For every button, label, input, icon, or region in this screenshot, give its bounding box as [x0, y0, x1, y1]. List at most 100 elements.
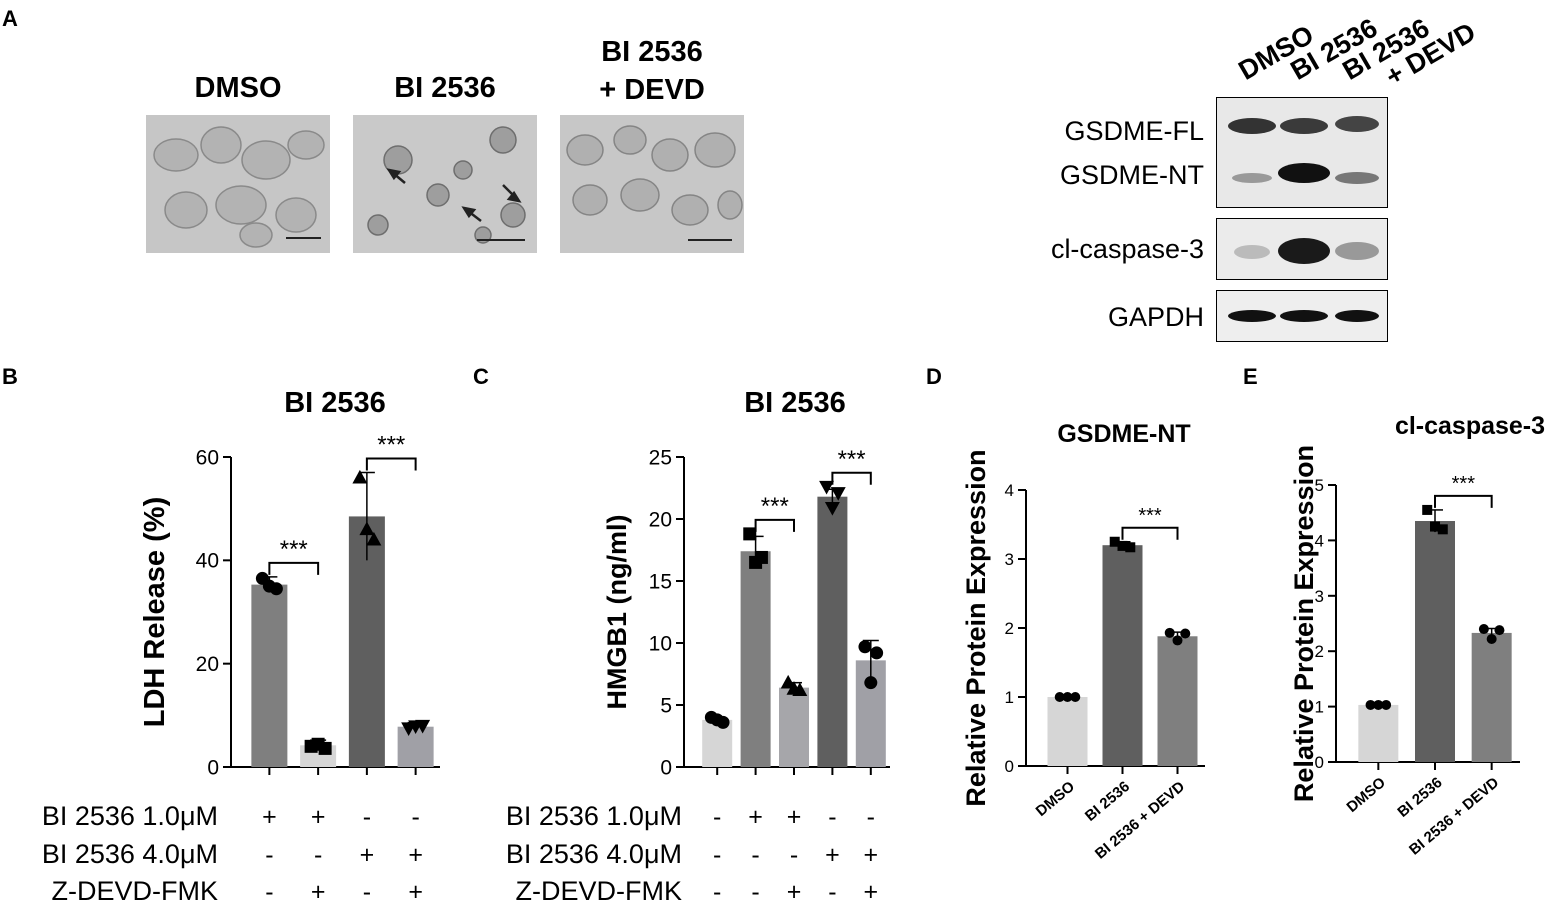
condition-sign-1-2: -	[790, 841, 798, 869]
y-tick-label: 4	[1315, 531, 1324, 550]
data-point-4-0	[858, 640, 872, 654]
panel-letter-a: A	[2, 6, 18, 31]
data-point-0-2	[1373, 699, 1384, 710]
data-point-1-0	[743, 527, 757, 541]
condition-sign-2-0: -	[713, 878, 721, 902]
y-axis-label: Relative Protein Expression	[961, 449, 991, 806]
data-point-2-0	[352, 469, 368, 484]
micrograph-title-devd-line1: BI 2536	[601, 36, 703, 68]
blot-row-gapdh: GAPDH	[1107, 302, 1204, 332]
micrograph-title-dmso: DMSO	[194, 72, 282, 104]
data-point-1-2	[749, 555, 763, 569]
y-tick-label: 2	[1315, 642, 1324, 661]
data-point-0-2	[1062, 692, 1073, 702]
y-tick-label: 1	[1315, 698, 1324, 717]
y-tick-label: 0	[1315, 753, 1324, 772]
data-point-1-1	[1125, 542, 1136, 553]
y-tick-label: 40	[196, 550, 219, 573]
bar-3	[817, 496, 848, 767]
y-tick-label: 20	[196, 653, 219, 676]
condition-sign-0-2: -	[363, 803, 371, 831]
data-point-2-0	[1164, 627, 1175, 638]
significance-label-1: ***	[377, 432, 405, 459]
significance-bracket-0	[754, 518, 795, 532]
micrograph-title-bi2536: BI 2536	[394, 72, 496, 104]
significance-bracket-0	[1434, 494, 1493, 508]
condition-sign-0-2: +	[787, 803, 802, 831]
chart-title: BI 2536	[744, 387, 846, 419]
significance-label-0: ***	[1138, 505, 1162, 527]
y-tick-label: 20	[649, 508, 672, 531]
panel-letter-b: B	[2, 364, 18, 389]
significance-bracket-1	[831, 471, 872, 485]
bar-2	[1471, 632, 1512, 762]
data-point-4-2	[864, 676, 878, 690]
condition-sign-0-3: -	[411, 803, 419, 831]
condition-sign-2-1: +	[311, 878, 326, 902]
condition-sign-1-1: -	[751, 841, 759, 869]
condition-sign-1-4: +	[863, 841, 878, 869]
y-tick-label: 1	[1005, 688, 1014, 707]
x-tick-label-0: DMSO	[1344, 774, 1390, 816]
condition-sign-1-3: +	[825, 841, 840, 869]
y-tick-label: 3	[1315, 587, 1324, 606]
blot-row-cl-caspase3: cl-caspase-3	[1050, 234, 1204, 264]
significance-bracket-1	[365, 457, 417, 471]
condition-sign-2-2: -	[363, 878, 371, 902]
blot-cl-caspase3	[1216, 218, 1388, 280]
data-point-2-2	[1486, 634, 1497, 645]
data-point-1-2	[1430, 521, 1440, 532]
data-point-2-1	[366, 531, 382, 546]
data-point-0-2	[262, 579, 276, 593]
data-point-0-0	[1054, 692, 1065, 702]
y-tick-label: 5	[660, 694, 672, 717]
data-point-2-0	[1478, 624, 1489, 635]
chart-cl-caspase3: cl-caspase-3 Relative Protein Expression0…	[1289, 412, 1545, 859]
condition-sign-0-4: -	[867, 803, 875, 831]
y-tick-label: 0	[1005, 757, 1014, 776]
bar-0	[1358, 704, 1399, 762]
data-point-2-2	[359, 521, 375, 536]
data-point-3-2	[408, 720, 424, 734]
condition-sign-2-2: +	[787, 878, 802, 902]
data-point-1-2	[1117, 540, 1128, 551]
data-point-2-2	[1172, 635, 1183, 646]
significance-label-1: ***	[838, 446, 866, 473]
data-point-1-0	[1109, 536, 1120, 547]
condition-label-2: Z-DEVD-FMK	[516, 876, 682, 902]
condition-sign-2-3: +	[408, 878, 423, 902]
chart-title: cl-caspase-3	[1395, 412, 1545, 440]
panel-letter-d: D	[926, 364, 942, 389]
data-point-2-2	[786, 681, 802, 695]
data-point-0-0	[1365, 699, 1376, 710]
significance-label-0: ***	[280, 536, 308, 563]
bar-0	[251, 584, 288, 767]
condition-sign-2-1: -	[751, 878, 759, 902]
y-tick-label: 0	[660, 756, 672, 779]
blot-gsdme	[1216, 97, 1388, 208]
data-point-0-2	[710, 713, 724, 727]
data-point-2-1	[1180, 628, 1191, 639]
y-axis-label: LDH Release (%)	[139, 497, 171, 727]
y-tick-label: 0	[207, 756, 219, 779]
condition-sign-2-4: +	[863, 878, 878, 902]
x-tick-label-1: BI 2536	[1082, 778, 1133, 825]
panel-letter-c: C	[473, 364, 489, 389]
condition-label-0: BI 2536 1.0μM	[42, 801, 218, 831]
condition-sign-1-3: +	[408, 841, 423, 869]
significance-bracket-0	[268, 561, 320, 575]
data-point-1-0	[1422, 504, 1433, 515]
bar-0	[702, 719, 733, 767]
data-point-3-2	[824, 501, 840, 516]
y-tick-label: 60	[196, 446, 219, 469]
data-point-2-1	[1494, 625, 1505, 636]
y-tick-label: 5	[1315, 476, 1324, 495]
condition-sign-1-0: -	[265, 841, 273, 869]
significance-bracket-0	[1121, 526, 1179, 540]
condition-sign-0-0: +	[262, 803, 277, 831]
data-point-0-1	[1381, 699, 1392, 710]
condition-sign-0-1: +	[311, 803, 326, 831]
bar-0	[1047, 697, 1088, 766]
y-axis-label: Relative Protein Expression	[1289, 445, 1319, 802]
